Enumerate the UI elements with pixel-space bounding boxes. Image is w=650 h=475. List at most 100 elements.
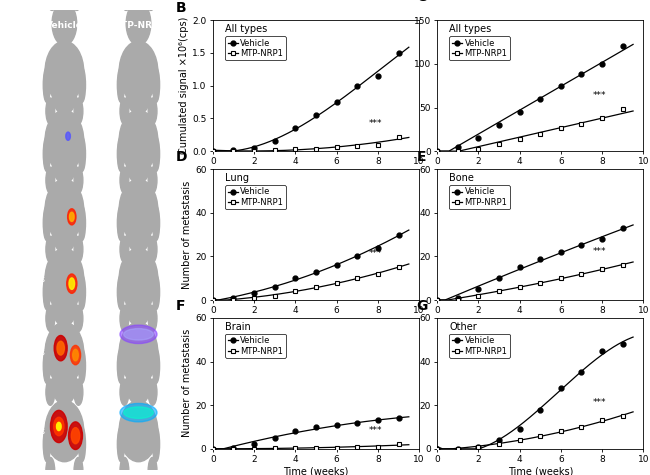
Text: MTP-NRP1: MTP-NRP1 (112, 21, 165, 30)
Ellipse shape (120, 167, 129, 193)
Ellipse shape (45, 322, 84, 383)
Ellipse shape (74, 457, 83, 475)
Ellipse shape (66, 132, 70, 140)
Ellipse shape (45, 41, 84, 102)
Ellipse shape (118, 275, 124, 310)
Ellipse shape (74, 305, 83, 332)
Ellipse shape (120, 98, 129, 124)
Ellipse shape (120, 403, 157, 422)
Ellipse shape (124, 407, 153, 418)
Legend: Vehicle, MTP-NRP1: Vehicle, MTP-NRP1 (450, 334, 510, 358)
Ellipse shape (57, 341, 64, 355)
Ellipse shape (52, 71, 77, 114)
Ellipse shape (47, 131, 57, 149)
Ellipse shape (120, 236, 129, 263)
Ellipse shape (52, 2, 77, 46)
Ellipse shape (122, 62, 131, 79)
Text: G: G (417, 299, 428, 313)
Ellipse shape (153, 206, 160, 240)
Text: All types: All types (449, 24, 491, 34)
X-axis label: Time (weeks): Time (weeks) (283, 467, 348, 475)
Ellipse shape (120, 457, 129, 475)
Ellipse shape (146, 0, 155, 10)
Ellipse shape (44, 206, 50, 240)
Text: Other: Other (449, 322, 477, 332)
Ellipse shape (44, 136, 50, 171)
Ellipse shape (126, 361, 151, 405)
Text: E: E (417, 150, 426, 164)
Y-axis label: Number of metastasis: Number of metastasis (182, 329, 192, 437)
Ellipse shape (146, 274, 155, 292)
Ellipse shape (119, 400, 158, 462)
Text: A: A (9, 17, 20, 30)
Ellipse shape (44, 427, 50, 462)
Ellipse shape (153, 67, 160, 102)
Ellipse shape (46, 305, 55, 332)
Text: ***: *** (369, 426, 382, 435)
Ellipse shape (153, 136, 160, 171)
Ellipse shape (126, 140, 151, 184)
Ellipse shape (119, 179, 158, 240)
Ellipse shape (79, 275, 86, 310)
Text: 8 weeks: 8 weeks (9, 205, 40, 214)
Ellipse shape (148, 305, 157, 332)
Ellipse shape (79, 67, 86, 102)
Ellipse shape (45, 179, 84, 240)
Ellipse shape (54, 417, 64, 436)
Ellipse shape (148, 457, 157, 475)
Ellipse shape (52, 209, 77, 253)
Ellipse shape (52, 361, 77, 405)
Ellipse shape (72, 274, 81, 292)
Ellipse shape (74, 167, 83, 193)
Legend: Vehicle, MTP-NRP1: Vehicle, MTP-NRP1 (226, 36, 285, 60)
Ellipse shape (74, 379, 83, 405)
Ellipse shape (67, 274, 77, 294)
Ellipse shape (72, 352, 81, 370)
Ellipse shape (126, 209, 151, 253)
Ellipse shape (148, 379, 157, 405)
Text: 13 weeks: 13 weeks (9, 427, 45, 436)
Ellipse shape (79, 427, 86, 462)
Ellipse shape (120, 305, 129, 332)
Ellipse shape (120, 325, 157, 343)
Ellipse shape (72, 200, 81, 218)
Text: 4 weeks: 4 weeks (9, 67, 40, 76)
Text: F: F (176, 299, 185, 313)
X-axis label: Time (weeks): Time (weeks) (508, 169, 573, 179)
Ellipse shape (148, 98, 157, 124)
Ellipse shape (146, 131, 155, 149)
Text: 12 weeks: 12 weeks (9, 348, 45, 357)
Ellipse shape (148, 167, 157, 193)
Ellipse shape (47, 352, 57, 370)
Text: ***: *** (593, 247, 606, 256)
Ellipse shape (146, 200, 155, 218)
Text: Brain: Brain (225, 322, 251, 332)
X-axis label: Time (weeks): Time (weeks) (283, 169, 348, 179)
Ellipse shape (119, 110, 158, 171)
Ellipse shape (45, 248, 84, 310)
Ellipse shape (148, 236, 157, 263)
Ellipse shape (119, 41, 158, 102)
Ellipse shape (57, 422, 61, 431)
Ellipse shape (79, 136, 86, 171)
Ellipse shape (47, 200, 57, 218)
Ellipse shape (44, 275, 50, 310)
Text: D: D (176, 150, 187, 164)
Text: ***: *** (593, 91, 606, 100)
Ellipse shape (72, 62, 81, 79)
Legend: Vehicle, MTP-NRP1: Vehicle, MTP-NRP1 (226, 334, 285, 358)
Ellipse shape (46, 236, 55, 263)
Ellipse shape (124, 329, 153, 340)
Ellipse shape (118, 427, 124, 462)
Ellipse shape (73, 349, 78, 361)
Ellipse shape (45, 110, 84, 171)
Ellipse shape (72, 0, 81, 10)
Ellipse shape (118, 136, 124, 171)
Ellipse shape (44, 348, 50, 383)
Legend: Vehicle, MTP-NRP1: Vehicle, MTP-NRP1 (226, 185, 285, 209)
Ellipse shape (70, 345, 81, 365)
Ellipse shape (47, 0, 57, 10)
X-axis label: Time (weeks): Time (weeks) (508, 467, 573, 475)
Ellipse shape (153, 275, 160, 310)
Ellipse shape (52, 283, 77, 326)
